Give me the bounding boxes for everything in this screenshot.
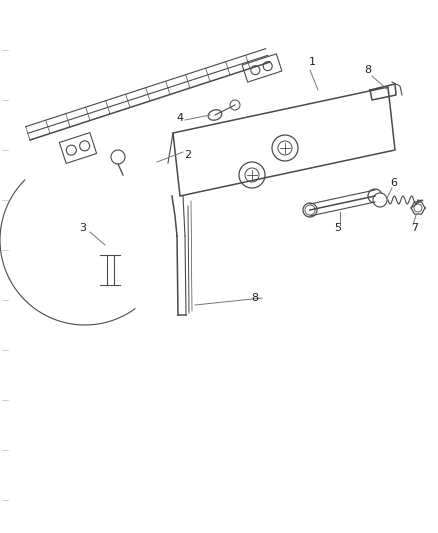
Text: 6: 6 [391, 178, 398, 188]
Text: 1: 1 [308, 57, 315, 67]
Text: 5: 5 [335, 223, 342, 233]
Text: 7: 7 [411, 223, 419, 233]
Text: 3: 3 [80, 223, 86, 233]
Circle shape [373, 193, 387, 207]
Text: 4: 4 [177, 113, 184, 123]
Text: 8: 8 [364, 65, 371, 75]
Text: 8: 8 [251, 293, 258, 303]
Text: 2: 2 [184, 150, 191, 160]
